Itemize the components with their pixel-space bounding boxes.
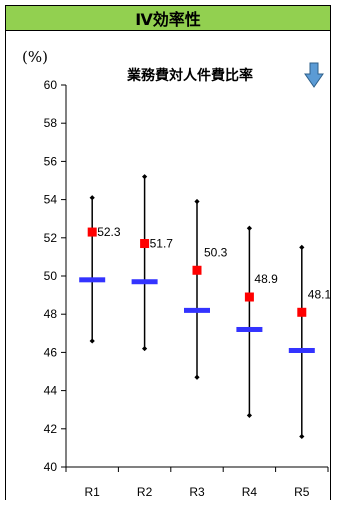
x-tick-label: R1 <box>85 485 101 499</box>
y-tick-label: 42 <box>44 422 58 436</box>
section-title: Ⅳ効率性 <box>135 10 201 29</box>
min-marker <box>194 374 200 380</box>
y-tick-label: 44 <box>44 384 58 398</box>
max-marker <box>246 225 252 231</box>
value-marker <box>87 227 97 237</box>
data-label: 48.9 <box>254 272 278 286</box>
x-tick-label: R4 <box>242 485 258 499</box>
y-tick-label: 52 <box>44 231 58 245</box>
min-marker <box>299 433 305 440</box>
median-marker <box>236 326 263 332</box>
value-marker <box>297 307 307 317</box>
median-marker <box>184 307 210 313</box>
y-tick-label: 54 <box>44 193 58 207</box>
section-header: Ⅳ効率性 <box>5 5 331 31</box>
y-tick-label: 48 <box>44 307 58 321</box>
max-marker <box>142 174 148 180</box>
y-tick-label: 56 <box>44 154 58 168</box>
data-label: 52.3 <box>97 225 121 239</box>
y-tick-label: 58 <box>44 116 58 130</box>
median-marker <box>79 277 106 283</box>
x-tick-label: R3 <box>189 485 205 499</box>
data-label: 48.1 <box>308 287 332 301</box>
min-marker <box>142 345 148 352</box>
median-marker <box>288 347 315 353</box>
x-tick-label: R2 <box>137 485 153 499</box>
max-marker <box>299 244 305 250</box>
chart-frame <box>5 5 331 500</box>
y-tick-label: 46 <box>44 345 58 359</box>
chart-title: 業務費対人件費比率 <box>126 67 253 84</box>
value-marker <box>192 265 202 275</box>
data-label: 50.3 <box>204 245 228 259</box>
y-tick-label: 50 <box>44 269 58 283</box>
unit-label: (%) <box>22 48 48 66</box>
value-marker <box>244 292 254 302</box>
data-label: 51.7 <box>150 237 174 251</box>
max-marker <box>89 195 95 201</box>
min-marker <box>89 338 95 344</box>
median-marker <box>131 279 158 285</box>
x-tick-label: R5 <box>294 485 310 499</box>
y-tick-label: 40 <box>44 460 58 474</box>
value-marker <box>140 239 150 249</box>
trend-arrow-icon <box>304 62 324 88</box>
y-tick-label: 60 <box>44 78 58 92</box>
min-marker <box>246 412 252 419</box>
max-marker <box>194 198 200 205</box>
